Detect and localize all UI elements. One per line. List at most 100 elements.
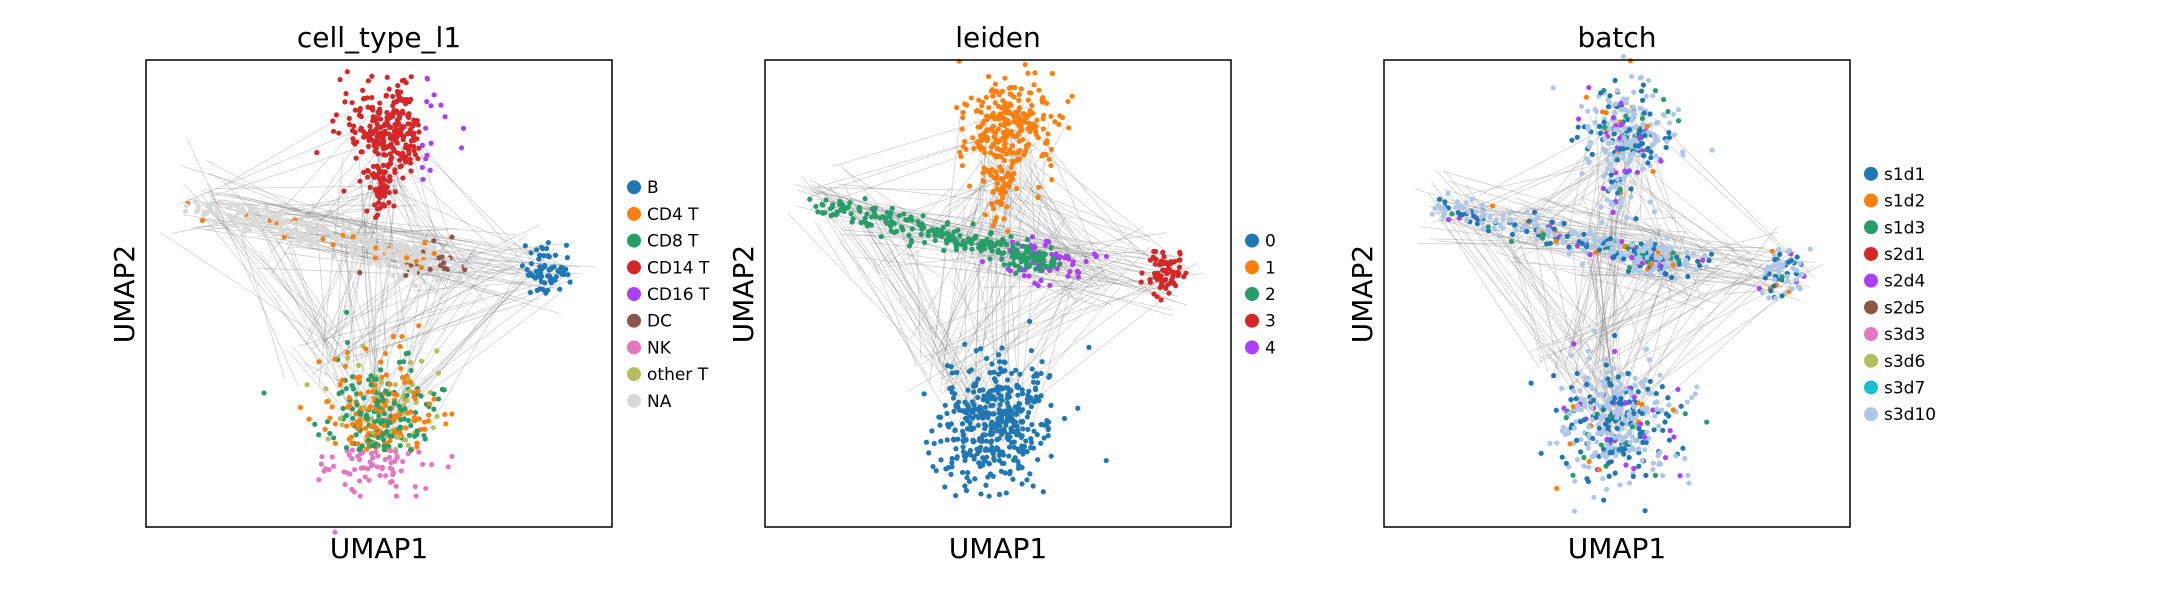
cell-point (386, 86, 392, 92)
cell-point (410, 390, 417, 396)
cell-point (1667, 428, 1673, 434)
legend-item: CD14 T (627, 258, 710, 278)
graph-edge (810, 134, 1023, 209)
cell-point (340, 405, 346, 412)
cell-point (1048, 113, 1054, 119)
cell-point (1643, 93, 1649, 99)
graph-edge (311, 260, 469, 375)
graph-edge (955, 139, 1001, 249)
cell-point (1636, 143, 1642, 149)
legend-marker (1245, 287, 1259, 301)
cell-point (1671, 111, 1677, 117)
cell-point (1582, 402, 1588, 408)
graph-edge (292, 346, 348, 415)
cell-point (337, 382, 343, 388)
cell-point (1575, 116, 1582, 122)
graph-edge (327, 232, 390, 421)
cell-point (999, 449, 1006, 455)
legend-item: CD8 T (627, 232, 699, 252)
graph-edge (253, 210, 517, 236)
cell-point (1540, 232, 1547, 238)
cell-point (1455, 209, 1461, 216)
cell-point (1650, 460, 1656, 466)
cell-point (938, 228, 944, 234)
legend-item: B (627, 178, 659, 198)
cell-point (1632, 124, 1638, 130)
cell-point (1670, 407, 1676, 413)
graph-edge (1466, 193, 1529, 233)
cell-point (1021, 273, 1027, 279)
cell-point (1620, 176, 1627, 182)
cell-point (302, 222, 308, 228)
cell-point (1654, 406, 1660, 412)
graph-edge (1433, 206, 1540, 368)
cell-point (982, 150, 988, 156)
cell-point (370, 455, 376, 461)
cell-point (1035, 283, 1041, 289)
graph-edge (962, 188, 986, 247)
cell-point (422, 240, 428, 246)
graph-edge (224, 193, 366, 224)
cell-point (1002, 367, 1008, 374)
graph-edge (1513, 161, 1606, 243)
cell-point (403, 144, 409, 150)
cell-point (948, 421, 954, 427)
cell-point (397, 343, 403, 350)
cell-point (380, 183, 386, 189)
cell-point (201, 211, 207, 217)
cell-point (1513, 227, 1519, 233)
graph-edge (988, 203, 1096, 263)
graph-edge (1571, 240, 1583, 352)
cell-point (1016, 138, 1022, 144)
cell-point (1663, 144, 1669, 151)
cell-point (1500, 216, 1506, 223)
cell-point (323, 466, 329, 472)
cell-point (376, 111, 382, 117)
cell-point (1014, 185, 1020, 192)
cell-point (1627, 58, 1634, 64)
cell-point (1487, 214, 1493, 221)
cell-point (965, 470, 971, 476)
cell-point (960, 431, 966, 437)
cell-point (329, 404, 335, 410)
cell-point (1657, 461, 1664, 467)
graph-edge (1516, 163, 1618, 212)
cell-point (1627, 428, 1633, 434)
cell-point (830, 202, 836, 208)
cell-point (1048, 402, 1054, 408)
cell-point (423, 156, 429, 162)
cell-point (1057, 254, 1063, 260)
cell-point (367, 238, 373, 244)
cell-point (1651, 209, 1658, 215)
cell-point (349, 440, 355, 446)
cell-point (316, 477, 322, 483)
cell-point (331, 463, 337, 469)
cell-point (418, 264, 424, 270)
graph-edge (332, 182, 391, 359)
cell-point (1026, 90, 1033, 96)
cell-point (1030, 254, 1037, 261)
cell-point (567, 279, 573, 285)
cell-point (1651, 132, 1657, 138)
graph-edge (1594, 228, 1615, 398)
cell-point (1650, 93, 1656, 99)
cell-point (1048, 146, 1055, 152)
cell-point (343, 423, 350, 429)
legend-label: NK (647, 338, 672, 358)
cell-point (1636, 248, 1642, 254)
cell-point (1574, 402, 1581, 409)
cell-point (332, 421, 338, 427)
cell-point (964, 402, 970, 408)
cell-point (1147, 277, 1153, 283)
cell-point (953, 402, 959, 408)
cell-point (361, 465, 367, 471)
cell-point (1686, 480, 1692, 486)
cell-point (1631, 465, 1637, 472)
cell-point (1011, 170, 1017, 177)
cell-point (1600, 185, 1606, 192)
cell-point (1784, 273, 1791, 280)
cell-point (378, 367, 384, 373)
cell-point (1554, 485, 1560, 491)
graph-edge (906, 239, 979, 407)
